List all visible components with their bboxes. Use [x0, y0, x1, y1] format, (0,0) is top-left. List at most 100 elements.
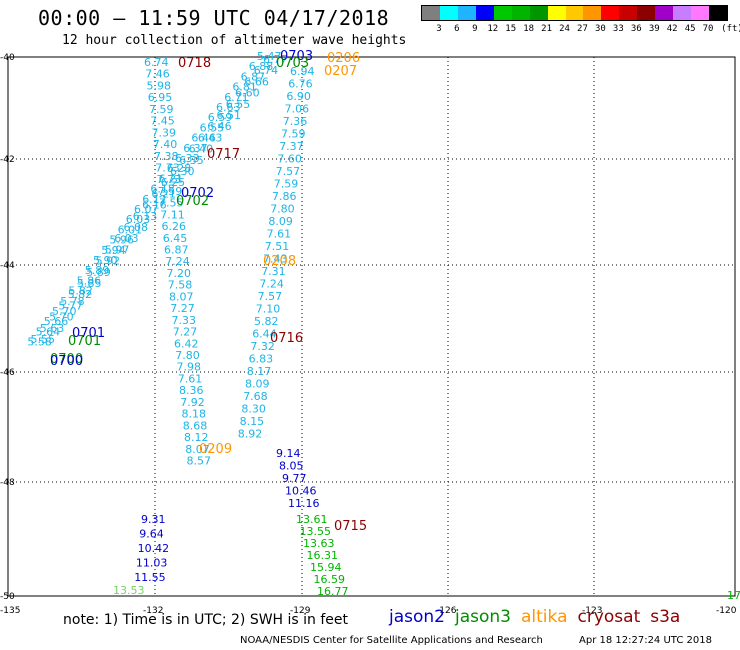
- swh-value: 7.11: [160, 208, 185, 221]
- swh-value: 7.10: [256, 303, 280, 316]
- time-tag-jason3: 0702: [176, 194, 209, 209]
- swh-value: 8.09: [268, 215, 293, 228]
- swh-value: 5.78: [60, 295, 84, 308]
- scale-swatch: [422, 6, 440, 20]
- swh-value: 7.37: [279, 140, 304, 153]
- swh-value: 8.17: [247, 365, 271, 378]
- footer-note: note: 1) Time is in UTC; 2) SWH is in fe…: [63, 612, 349, 628]
- swh-value: 7.68: [243, 390, 268, 403]
- time-tag-jason3: 0701: [68, 334, 101, 349]
- swh-value: 7.59: [274, 178, 299, 191]
- swh-value: 10.42: [138, 542, 170, 555]
- legend-altika: altika: [521, 607, 568, 627]
- legend-jason3: jason3: [455, 607, 511, 627]
- swh-value: 6.40: [189, 143, 214, 156]
- swh-value: 7.61: [178, 372, 203, 385]
- swh-value: 6.44: [252, 328, 277, 341]
- swh-value: 5.92: [96, 255, 121, 268]
- swh-value: 7.39: [152, 126, 177, 139]
- longitude-label: -129: [290, 606, 311, 616]
- swh-value: 6.12: [142, 193, 167, 206]
- swh-value: 6.90: [286, 90, 311, 103]
- swh-value: 5.63: [40, 322, 65, 335]
- swh-value: 7.32: [250, 340, 275, 353]
- swh-value: 6.30: [170, 165, 195, 178]
- time-tag-jason3: 0700: [50, 352, 83, 367]
- swh-value: 8.30: [241, 403, 266, 416]
- swh-value: 6.94: [290, 65, 315, 78]
- swh-value: 5.97: [105, 243, 129, 256]
- swh-value: 11.03: [136, 557, 168, 570]
- latitude-label: -50: [0, 592, 15, 602]
- swh-value: 6.59: [208, 111, 233, 124]
- swh-value: 5.66: [44, 315, 69, 328]
- swh-value: 6.81: [232, 81, 257, 94]
- swh-value: 6.13: [133, 210, 158, 223]
- scale-swatch: [439, 6, 458, 20]
- swh-value: 5.64: [36, 325, 61, 338]
- swh-value: 10.46: [285, 485, 317, 498]
- scale-swatches: [421, 5, 728, 21]
- swh-value: 11.16: [288, 497, 320, 510]
- scale-label: 18: [523, 24, 535, 34]
- scale-label: 12: [487, 24, 499, 34]
- swh-value: 7.59: [149, 103, 174, 116]
- scale-label: 70: [702, 24, 714, 34]
- swh-value: 7.60: [277, 153, 302, 166]
- swh-value: 6.21: [151, 187, 176, 200]
- time-tag-jason2: 0701: [72, 326, 105, 341]
- swh-value: 7.57: [258, 290, 283, 303]
- swh-value: 7.33: [172, 314, 197, 327]
- swh-value: 6.42: [174, 337, 199, 350]
- swh-value: 6.28: [167, 162, 192, 175]
- time-tag-cryosat: 0718: [178, 56, 211, 71]
- swh-value: 8.68: [183, 419, 208, 432]
- page-title: 00:00 – 11:59 UTC 04/17/2018: [38, 6, 390, 30]
- swh-value: 6.26: [162, 220, 187, 233]
- scale-swatch: [475, 6, 494, 20]
- page-subtitle: 12 hour collection of altimeter wave hei…: [62, 33, 407, 48]
- swh-value: 6.03: [114, 232, 139, 245]
- latitude-label: -46: [0, 368, 15, 378]
- swh-value: 7.73: [155, 161, 180, 174]
- map-border: [7, 56, 736, 597]
- map-grid: [8, 57, 735, 596]
- swh-value: 7.40: [153, 138, 178, 151]
- swh-value: 6.71: [224, 91, 249, 104]
- scale-label: 3: [436, 24, 442, 34]
- swh-value: 6.51: [217, 109, 242, 122]
- time-tag-altika: 0207: [324, 64, 357, 79]
- scale-label: 27: [577, 24, 588, 34]
- swh-value: 5.90: [93, 254, 118, 267]
- swh-value: 5.70: [49, 311, 74, 324]
- map-frame: [7, 56, 736, 597]
- swh-value: 5.96: [109, 234, 133, 247]
- scale-swatch: [457, 6, 476, 20]
- swh-value: 7.20: [167, 267, 192, 280]
- swh-value: 6.60: [235, 87, 260, 100]
- legend-jason2: jason2: [389, 607, 445, 627]
- scale-swatch: [565, 6, 584, 20]
- time-tag-jason2: 0702: [181, 186, 214, 201]
- swh-value: 13.63: [303, 537, 335, 550]
- scale-swatch: [529, 6, 548, 20]
- swh-value: 5.77: [58, 299, 83, 312]
- swh-value: 6.18: [150, 183, 175, 196]
- swh-value: 5.82: [68, 288, 93, 301]
- scale-swatch: [619, 6, 638, 20]
- swh-value: 7.86: [272, 190, 297, 203]
- latitude-label: -48: [0, 478, 15, 488]
- scale-label: 6: [454, 24, 460, 34]
- time-tag-altika: 0206: [327, 51, 360, 66]
- swh-value: 7.58: [168, 279, 193, 292]
- swh-value: 6.95: [148, 91, 173, 104]
- swh-value: 9.14: [276, 447, 301, 460]
- generation-timestamp: Apr 18 12:27:24 UTC 2018: [579, 635, 712, 646]
- swh-value: 6.45: [163, 232, 188, 245]
- swh-value: 6.37: [183, 142, 208, 155]
- swh-value: 6.25: [161, 176, 186, 189]
- satellite-legend: jason2 jason3 altika cryosat s3a: [389, 607, 690, 627]
- scale-label: 45: [684, 24, 696, 34]
